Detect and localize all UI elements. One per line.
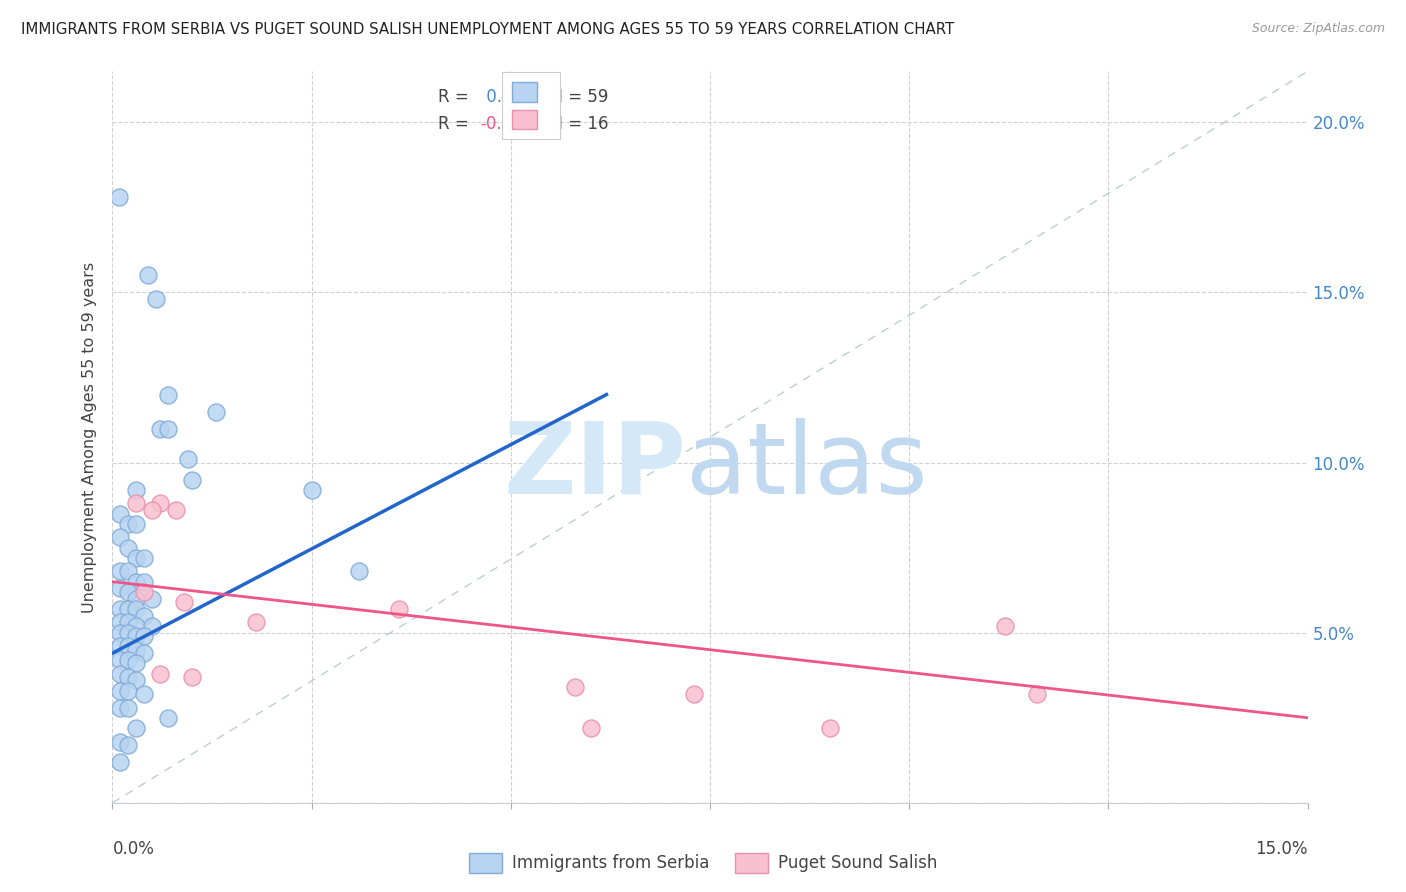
Point	[110, 531, 132, 545]
Point	[165, 503, 187, 517]
Point	[141, 503, 163, 517]
Y-axis label: Unemployment Among Ages 55 to 59 years: Unemployment Among Ages 55 to 59 years	[82, 261, 97, 613]
Point	[110, 666, 132, 681]
Point	[149, 496, 172, 510]
Text: ZIP: ZIP	[503, 417, 686, 515]
Text: N = 59: N = 59	[540, 88, 609, 106]
Point	[125, 673, 148, 688]
Point	[125, 602, 148, 616]
Point	[134, 574, 156, 589]
Point	[134, 629, 156, 643]
Point	[181, 670, 204, 684]
Point	[110, 734, 132, 748]
Point	[117, 653, 139, 667]
Point	[181, 473, 204, 487]
Text: -0.352: -0.352	[481, 115, 534, 133]
Point	[117, 585, 139, 599]
Point	[579, 721, 602, 735]
Point	[125, 550, 148, 565]
Point	[125, 483, 148, 497]
Point	[349, 565, 371, 579]
Text: Source: ZipAtlas.com: Source: ZipAtlas.com	[1251, 22, 1385, 36]
Point	[110, 755, 132, 769]
Point	[301, 483, 323, 497]
Point	[110, 565, 132, 579]
Text: N = 16: N = 16	[540, 115, 609, 133]
Point	[117, 615, 139, 630]
Point	[117, 738, 139, 752]
Text: 0.412: 0.412	[481, 88, 533, 106]
Point	[117, 541, 139, 555]
Legend: , : ,	[502, 72, 560, 139]
Point	[110, 582, 132, 596]
Text: 15.0%: 15.0%	[1256, 840, 1308, 858]
Point	[134, 585, 156, 599]
Point	[125, 516, 148, 531]
Point	[388, 602, 411, 616]
Point	[117, 670, 139, 684]
Point	[141, 591, 163, 606]
Point	[110, 625, 132, 640]
Point	[818, 721, 841, 735]
Point	[1025, 687, 1047, 701]
Point	[110, 640, 132, 654]
Point	[125, 496, 148, 510]
Point	[125, 657, 148, 671]
Point	[110, 653, 132, 667]
Point	[173, 595, 195, 609]
Point	[125, 721, 148, 735]
Legend: Immigrants from Serbia, Puget Sound Salish: Immigrants from Serbia, Puget Sound Sali…	[463, 847, 943, 880]
Point	[245, 615, 267, 630]
Point	[134, 646, 156, 660]
Point	[117, 640, 139, 654]
Point	[117, 625, 139, 640]
Point	[145, 293, 167, 307]
Text: 0.0%: 0.0%	[112, 840, 155, 858]
Point	[138, 268, 160, 283]
Point	[110, 700, 132, 714]
Point	[157, 421, 180, 435]
Text: R =: R =	[437, 88, 474, 106]
Point	[683, 687, 706, 701]
Point	[125, 629, 148, 643]
Point	[117, 602, 139, 616]
Point	[564, 680, 586, 694]
Point	[110, 683, 132, 698]
Point	[117, 565, 139, 579]
Point	[134, 608, 156, 623]
Point	[108, 190, 131, 204]
Point	[125, 619, 148, 633]
Point	[177, 452, 200, 467]
Point	[117, 700, 139, 714]
Point	[141, 619, 163, 633]
Point	[110, 507, 132, 521]
Point	[157, 711, 180, 725]
Point	[110, 615, 132, 630]
Point	[110, 602, 132, 616]
Point	[134, 687, 156, 701]
Point	[125, 574, 148, 589]
Point	[125, 642, 148, 657]
Point	[157, 387, 180, 401]
Point	[117, 683, 139, 698]
Point	[994, 619, 1017, 633]
Text: atlas: atlas	[686, 417, 928, 515]
Text: R =: R =	[437, 115, 474, 133]
Point	[205, 404, 228, 418]
Point	[125, 591, 148, 606]
Point	[117, 516, 139, 531]
Point	[149, 421, 172, 435]
Point	[149, 666, 172, 681]
Text: IMMIGRANTS FROM SERBIA VS PUGET SOUND SALISH UNEMPLOYMENT AMONG AGES 55 TO 59 YE: IMMIGRANTS FROM SERBIA VS PUGET SOUND SA…	[21, 22, 955, 37]
Point	[134, 550, 156, 565]
